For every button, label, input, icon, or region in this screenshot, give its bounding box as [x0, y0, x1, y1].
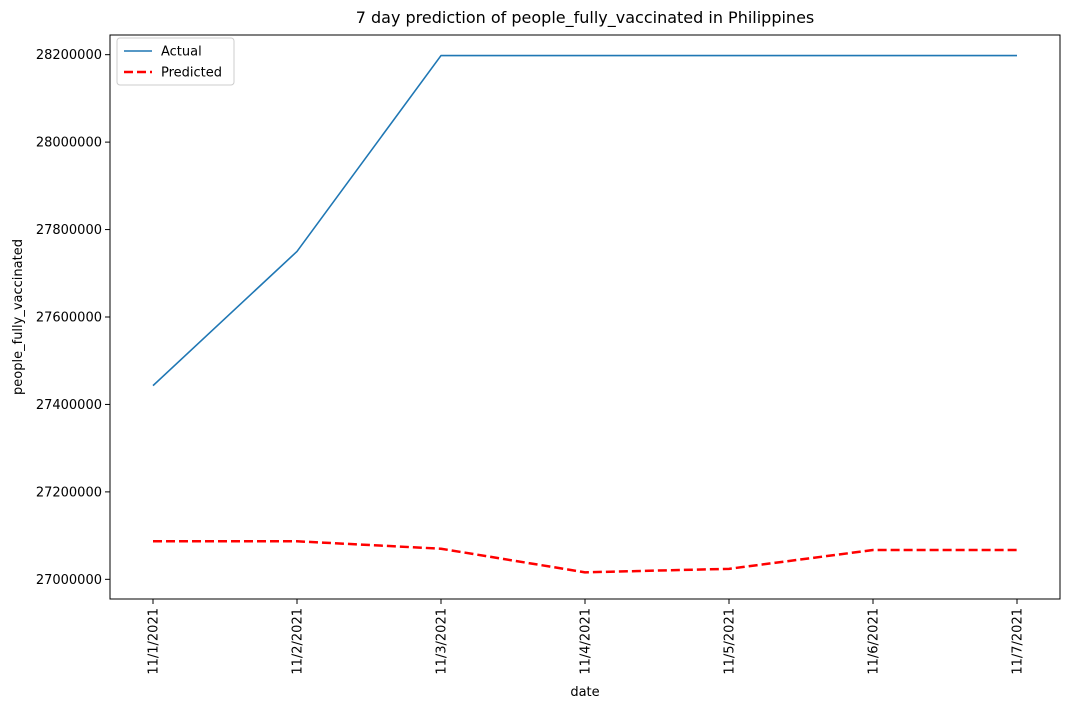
y-tick-label: 27200000: [36, 485, 102, 500]
x-tick-label: 11/2/2021: [291, 608, 306, 675]
legend-box: [116, 37, 235, 86]
legend: Actual Predicted: [116, 37, 235, 86]
legend-label-actual: Actual: [161, 45, 202, 60]
y-axis: 27000000 27200000 27400000 27600000 27800000…: [36, 48, 110, 588]
x-tick-label: 11/1/2021: [147, 608, 162, 675]
y-tick-label: 27600000: [36, 311, 102, 326]
y-tick-label: 28000000: [36, 136, 102, 151]
x-axis-label: date: [570, 685, 599, 700]
plot-frame: [109, 34, 1061, 600]
series-layer: [152, 54, 1017, 574]
y-tick-label: 27800000: [36, 223, 102, 238]
legend-entries: Actual Predicted: [124, 45, 222, 81]
series-line-predicted: [153, 540, 1017, 574]
series-line-actual: [152, 54, 1017, 387]
y-tick-label: 28200000: [36, 48, 102, 63]
x-tick-label: 11/3/2021: [435, 608, 450, 675]
x-axis: 11/1/2021 11/2/2021 11/3/2021 11/4/2021 11/5…: [147, 599, 1026, 675]
chart-title: 7 day prediction of people_fully_vaccina…: [356, 8, 815, 28]
x-tick-label: 11/4/2021: [579, 608, 594, 675]
x-tick-label: 11/5/2021: [723, 608, 738, 675]
x-tick-label: 11/6/2021: [867, 608, 882, 675]
y-tick-label: 27400000: [36, 398, 102, 413]
y-axis-label: people_fully_vaccinated: [11, 239, 26, 395]
y-tick-label: 27000000: [36, 573, 102, 588]
x-tick-label: 11/7/2021: [1011, 608, 1026, 675]
legend-label-predicted: Predicted: [161, 66, 222, 81]
